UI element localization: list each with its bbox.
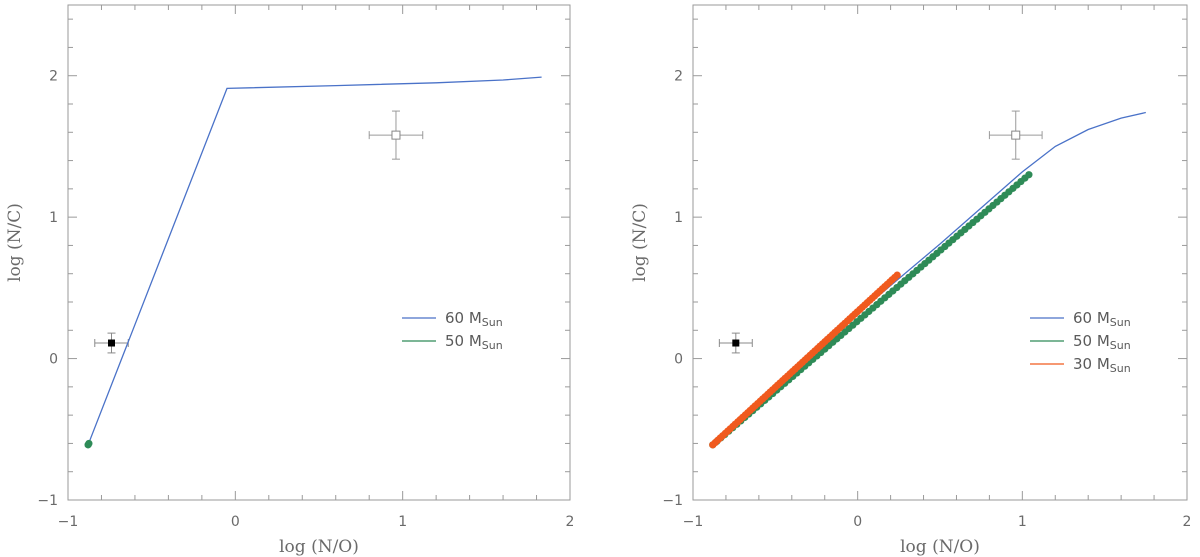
x-tick-label: 1 [1018, 514, 1027, 530]
series-dot [893, 271, 901, 279]
x-axis-label: log (N/O) [279, 537, 359, 557]
series-line [712, 111, 1146, 446]
legend-label: 60 MSun [1073, 309, 1131, 329]
axis-ticks [692, 5, 1188, 501]
series-line [87, 76, 542, 446]
observation-point [368, 110, 424, 160]
y-tick-label: 0 [49, 352, 58, 368]
filled-square-marker [108, 339, 116, 347]
axis-ticks [67, 5, 571, 501]
x-tick-label: −1 [58, 514, 79, 530]
observation-point [988, 110, 1043, 160]
y-tick-label: 0 [674, 352, 683, 368]
series-dot [85, 439, 93, 448]
chart-panel-left: −1 0 1 2 −1 0 1 2 log (N/O) log (N/C) 60 MSun 50 MS… [5, 4, 575, 557]
y-axis-label: log (N/C) [630, 203, 650, 282]
y-tick-label: 2 [674, 69, 683, 85]
open-square-marker [1011, 130, 1021, 140]
plot-frame [67, 4, 571, 501]
x-tick-label: 0 [853, 514, 862, 530]
y-tick-label: 1 [674, 210, 683, 226]
chart-panel-right: −1 0 1 2 −1 0 1 2 log (N/O) log (N/C) 60 MSun 50 MS… [630, 4, 1192, 557]
x-tick-label: 2 [566, 514, 575, 530]
y-tick-label: 1 [49, 210, 58, 226]
legend-label: 60 MSun [445, 309, 503, 329]
plot-frame [692, 4, 1188, 501]
x-tick-label: 1 [398, 514, 407, 530]
legend-label: 30 MSun [1073, 355, 1131, 375]
y-axis-label: log (N/C) [5, 203, 25, 282]
observation-point [94, 332, 129, 354]
legend: 60 MSun 50 MSun 30 MSun [1030, 309, 1131, 375]
filled-square-marker [732, 339, 740, 347]
x-tick-label: 2 [1183, 514, 1192, 530]
x-tick-label: 0 [231, 514, 240, 530]
series-dot [1025, 171, 1033, 179]
open-square-marker [391, 130, 401, 140]
series-60 [712, 111, 1146, 446]
x-tick-label: −1 [683, 514, 704, 530]
legend: 60 MSun 50 MSun [402, 309, 503, 352]
series-30 [709, 271, 901, 449]
observation-point [718, 332, 753, 354]
y-tick-label: −1 [37, 493, 58, 509]
legend-label: 50 MSun [1073, 332, 1131, 352]
y-tick-label: −1 [662, 493, 683, 509]
x-axis-label: log (N/O) [900, 537, 980, 557]
legend-label: 50 MSun [445, 332, 503, 352]
y-tick-label: 2 [49, 69, 58, 85]
series-50 [84, 439, 93, 449]
series-60 [87, 76, 542, 446]
